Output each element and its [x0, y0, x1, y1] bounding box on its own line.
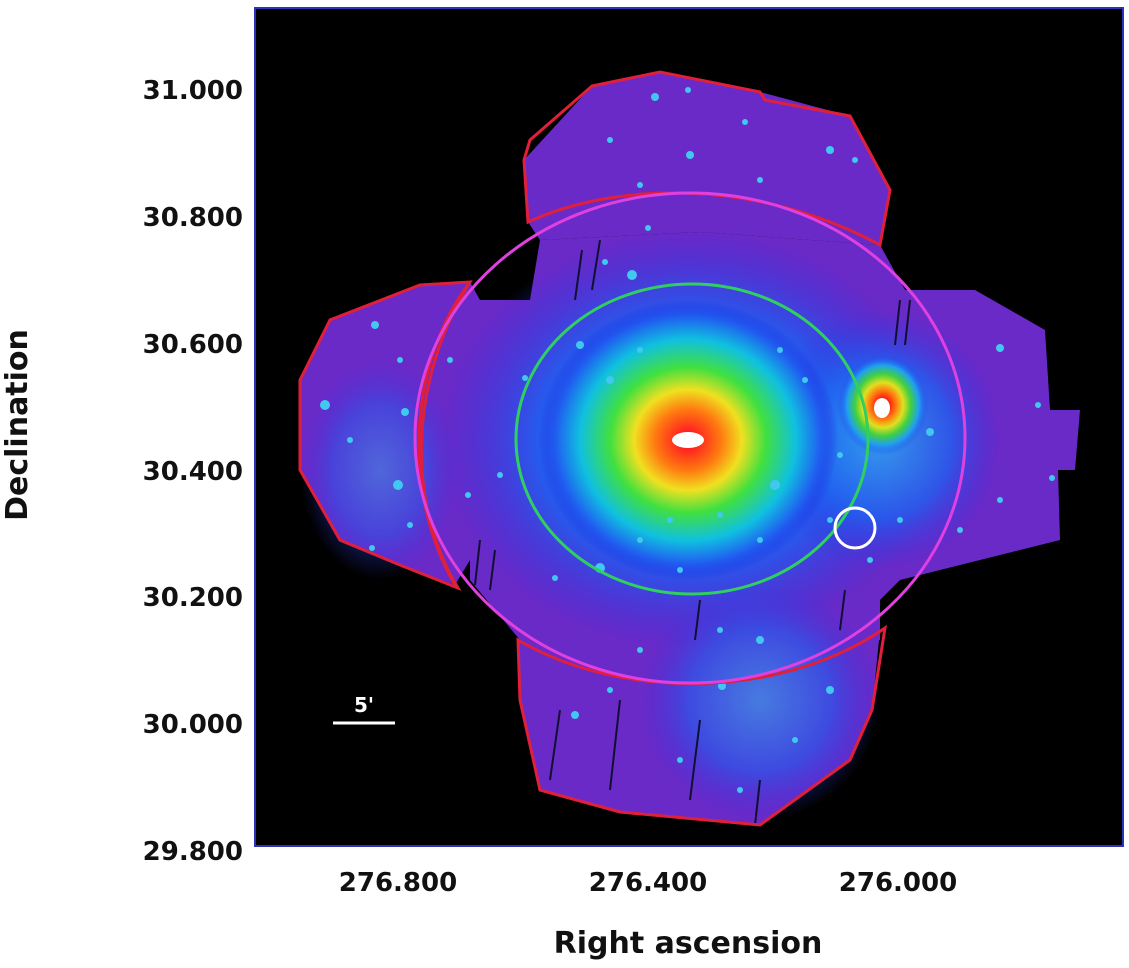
image-content: [298, 70, 1080, 827]
y-axis: 31.000 30.800 30.600 30.400 30.200 30.00…: [0, 76, 243, 867]
x-tick-label: 276.400: [589, 868, 707, 898]
y-tick-label: 30.200: [143, 583, 243, 613]
plot-frame: [254, 7, 1124, 847]
x-axis-label: Right ascension: [554, 926, 823, 961]
source-marker-circle: [833, 506, 877, 550]
diffuse-emission-south: [640, 580, 880, 820]
inner-circle: [514, 282, 870, 596]
y-tick-label: 30.400: [143, 457, 243, 487]
y-tick-label: 30.600: [143, 330, 243, 360]
outer-circle: [413, 191, 967, 685]
main-cluster-core: [672, 432, 704, 448]
x-axis: 276.800 276.400 276.000 Right ascension: [339, 868, 957, 961]
y-tick-label: 31.000: [143, 76, 243, 106]
x-tick-label: 276.000: [839, 868, 957, 898]
x-tick-label: 276.800: [339, 868, 457, 898]
y-tick-label: 30.000: [143, 710, 243, 740]
y-axis-label: Declination: [0, 329, 35, 521]
scale-bar-label: 5': [354, 693, 374, 717]
y-tick-label: 29.800: [143, 837, 243, 867]
y-tick-label: 30.800: [143, 203, 243, 233]
secondary-cluster-core: [874, 398, 890, 418]
south-field-outline: [516, 624, 888, 827]
inner-west-arc: [417, 281, 472, 586]
detector-streaks: [474, 239, 911, 826]
